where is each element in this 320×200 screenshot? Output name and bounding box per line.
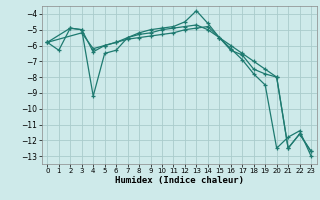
X-axis label: Humidex (Indice chaleur): Humidex (Indice chaleur) <box>115 176 244 185</box>
